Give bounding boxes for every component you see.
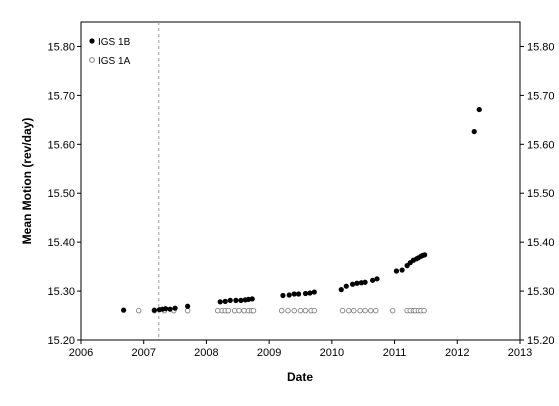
y-tick-label-left: 15.30 xyxy=(47,286,75,298)
data-point xyxy=(297,307,304,314)
x-tick-label: 2011 xyxy=(383,347,407,359)
data-point xyxy=(357,307,363,314)
y-tick-label-right: 15.70 xyxy=(527,90,555,102)
data-point xyxy=(135,307,142,314)
data-point xyxy=(291,307,297,314)
series-layer xyxy=(121,106,482,314)
y-tick-label-right: 15.60 xyxy=(527,139,555,151)
x-tick-label: 2012 xyxy=(445,347,469,359)
legend-marker-igs-1a xyxy=(89,57,95,63)
data-point xyxy=(249,296,255,302)
data-point xyxy=(354,280,360,286)
data-point xyxy=(421,307,427,314)
data-point xyxy=(311,289,317,295)
data-point xyxy=(373,307,379,314)
x-tick-label: 2007 xyxy=(131,347,155,359)
data-point xyxy=(184,307,191,314)
y-tick-label-right: 15.20 xyxy=(527,335,555,347)
x-tick-label: 2006 xyxy=(69,347,93,359)
data-point xyxy=(339,307,346,314)
data-point xyxy=(370,277,376,283)
y-axis-title: Mean Motion (rev/day) xyxy=(20,118,34,245)
y-tick-label-right: 15.40 xyxy=(527,237,555,249)
data-point xyxy=(346,307,352,314)
data-point xyxy=(302,307,309,314)
data-point xyxy=(163,306,169,312)
data-point xyxy=(280,292,286,299)
data-point xyxy=(311,307,318,314)
data-point xyxy=(362,307,368,314)
data-point xyxy=(167,306,173,312)
data-point xyxy=(151,307,157,313)
data-point xyxy=(236,307,242,314)
y-tick-label-left: 15.20 xyxy=(47,335,75,347)
data-point xyxy=(172,305,178,311)
y-tick-label-left: 15.80 xyxy=(47,41,75,53)
data-point xyxy=(307,290,313,296)
y-tick-label-left: 15.40 xyxy=(47,237,75,249)
x-tick-label: 2010 xyxy=(320,347,344,359)
x-tick-label: 2009 xyxy=(257,347,281,359)
plot-frame xyxy=(80,21,521,341)
y-tick-label-left: 15.70 xyxy=(47,90,75,102)
data-point xyxy=(367,307,374,314)
data-point xyxy=(214,307,221,314)
data-point xyxy=(389,307,396,314)
x-axis-title: Date xyxy=(287,370,313,384)
plot-area xyxy=(80,21,521,341)
x-tick-label: 2008 xyxy=(194,347,218,359)
data-point xyxy=(291,291,297,297)
data-point xyxy=(349,281,356,287)
y-tick-label-left: 15.50 xyxy=(47,188,75,200)
series-igs-1a xyxy=(135,307,427,314)
data-point xyxy=(476,106,482,113)
data-point xyxy=(225,307,232,314)
legend-label-igs-1a: IGS 1A xyxy=(98,56,131,67)
data-point xyxy=(393,268,400,274)
data-point xyxy=(343,283,349,289)
data-point xyxy=(222,298,228,304)
data-point xyxy=(241,307,247,314)
data-point xyxy=(471,128,477,135)
y-tick-label-left: 15.60 xyxy=(47,139,75,151)
data-point xyxy=(250,307,257,314)
data-point xyxy=(296,291,302,297)
data-point xyxy=(278,307,285,314)
data-point xyxy=(351,307,357,314)
data-point xyxy=(231,307,238,314)
series-igs-1b xyxy=(121,106,482,313)
data-point xyxy=(185,303,191,309)
y-tick-label-right: 15.50 xyxy=(527,188,555,200)
data-point xyxy=(285,307,291,314)
data-point xyxy=(399,267,405,273)
data-point xyxy=(121,307,127,313)
y-axis-right: 15.20 15.30 15.40 15.50 15.60 15.70 15.80 xyxy=(520,41,555,347)
x-tick-label: 2013 xyxy=(508,347,532,359)
y-tick-label-right: 15.80 xyxy=(527,41,555,53)
x-axis: 2006 2007 2008 2009 2010 2011 2012 2013 xyxy=(69,340,532,359)
legend-label-igs-1b: IGS 1B xyxy=(98,37,131,48)
data-point xyxy=(338,287,344,293)
data-point xyxy=(227,297,233,303)
data-point xyxy=(238,297,244,303)
y-tick-label-right: 15.30 xyxy=(527,286,555,298)
data-point xyxy=(422,252,428,258)
legend-marker-igs-1b xyxy=(89,38,95,44)
data-point xyxy=(362,279,368,285)
data-point xyxy=(286,292,292,298)
legend: IGS 1B IGS 1A xyxy=(89,37,131,67)
data-point xyxy=(233,297,239,303)
data-point xyxy=(374,276,380,282)
data-point xyxy=(302,290,309,297)
y-axis-left: 15.20 15.30 15.40 15.50 15.60 15.70 15.80 xyxy=(47,41,81,347)
data-point xyxy=(217,299,223,305)
